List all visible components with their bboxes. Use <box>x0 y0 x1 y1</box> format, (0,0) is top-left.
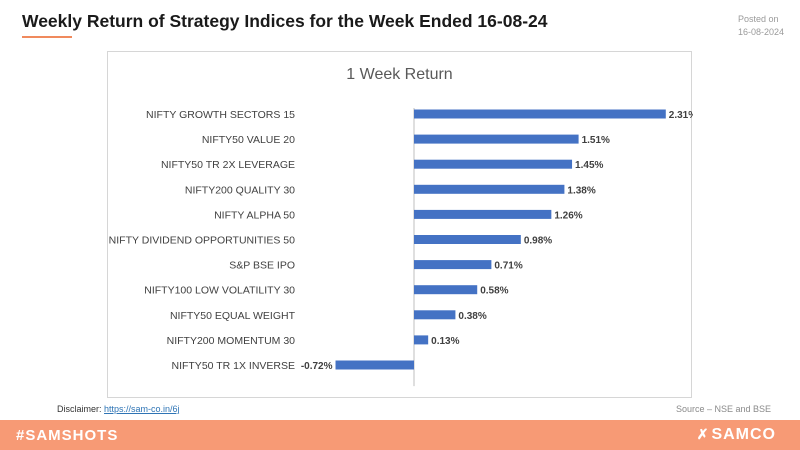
category-label-1: NIFTY50 VALUE 20 <box>202 134 295 146</box>
bar-chart: NIFTY GROWTH SECTORS 15 2.31% NIFTY50 VALU… <box>109 108 693 387</box>
chart-title: 1 Week Return <box>346 66 453 83</box>
disclaimer: Disclaimer: https://sam-co.in/6j <box>57 404 180 414</box>
value-label-3: 1.38% <box>567 185 595 196</box>
value-label-7: 0.58% <box>480 286 508 297</box>
value-label-1: 1.51% <box>582 135 610 146</box>
disclaimer-link[interactable]: https://sam-co.in/6j <box>104 404 180 414</box>
chart-panel: 1 Week Return NIFTY GROWTH SECTORS 15 2.3… <box>107 51 693 398</box>
bar-4 <box>414 209 552 219</box>
disclaimer-label: Disclaimer: <box>57 404 102 414</box>
category-label-7: NIFTY100 LOW VOLATILITY 30 <box>144 285 295 297</box>
bar-3 <box>414 184 565 194</box>
brand-logo: ✗ SAMCO <box>697 426 776 444</box>
footer-hashtag: #SAMSHOTS <box>16 427 119 444</box>
samco-logo-icon: ✗ <box>696 426 710 442</box>
footer-band: #SAMSHOTS ✗ SAMCO <box>0 420 800 450</box>
posted-label: Posted on <box>738 14 779 24</box>
posted-date: Posted on 16-08-2024 <box>738 13 784 39</box>
category-label-6: S&P BSE IPO <box>229 260 295 272</box>
category-label-10: NIFTY50 TR 1X INVERSE <box>171 360 295 372</box>
category-label-5: NIFTY DIVIDEND OPPORTUNITIES 50 <box>109 235 295 247</box>
bar-0 <box>414 109 666 119</box>
bar-10 <box>335 360 414 370</box>
value-label-6: 0.71% <box>494 261 522 272</box>
category-label-9: NIFTY200 MOMENTUM 30 <box>167 335 296 347</box>
category-label-3: NIFTY200 QUALITY 30 <box>185 184 295 196</box>
bar-5 <box>414 235 521 244</box>
source-note: Source – NSE and BSE <box>676 404 772 414</box>
bar-1 <box>414 134 579 144</box>
value-label-2: 1.45% <box>575 160 603 171</box>
bar-7 <box>414 285 478 295</box>
posted-date-value: 16-08-2024 <box>738 27 785 37</box>
bar-2 <box>414 159 573 169</box>
value-label-10: -0.72% <box>301 361 333 372</box>
category-label-2: NIFTY50 TR 2X LEVERAGE <box>161 159 295 171</box>
page-title: Weekly Return of Strategy Indices for th… <box>22 11 548 31</box>
value-label-4: 1.26% <box>554 210 582 221</box>
bar-9 <box>414 335 429 345</box>
value-label-5: 0.98% <box>524 236 552 247</box>
bar-6 <box>414 260 492 270</box>
category-label-8: NIFTY50 EQUAL WEIGHT <box>170 310 296 322</box>
category-label-4: NIFTY ALPHA 50 <box>214 209 295 221</box>
title-underline <box>22 36 72 38</box>
value-label-0: 2.31% <box>669 110 693 121</box>
bar-8 <box>414 310 456 320</box>
brand-name: SAMCO <box>711 426 776 443</box>
value-label-8: 0.38% <box>458 311 486 322</box>
category-label-0: NIFTY GROWTH SECTORS 15 <box>146 109 295 121</box>
value-label-9: 0.13% <box>431 336 459 347</box>
